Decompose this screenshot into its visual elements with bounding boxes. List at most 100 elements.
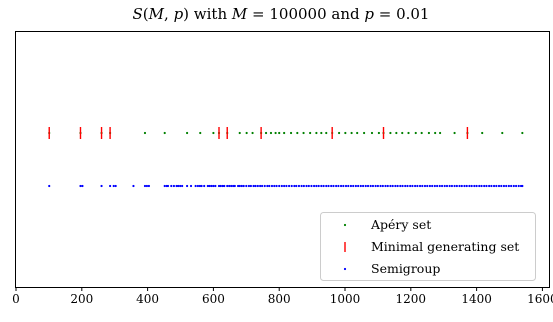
ap-ry-set-point <box>453 131 456 135</box>
ap-ry-set-point <box>199 131 202 135</box>
semigroup-point <box>228 184 231 188</box>
ap-ry-set-point <box>481 131 484 135</box>
x-tick-label-1400: 1400 <box>461 292 492 306</box>
ap-ry-set-point <box>389 131 392 135</box>
ap-ry-set-point <box>501 131 504 135</box>
semigroup-point <box>514 184 518 188</box>
semigroup-point <box>189 184 193 188</box>
ap-ry-set-point <box>377 131 381 135</box>
semigroup-point <box>490 184 493 188</box>
semigroup-point <box>379 184 382 188</box>
semigroup-point <box>411 184 414 188</box>
x-tick-label-0: 0 <box>12 292 20 306</box>
semigroup-point <box>423 184 427 188</box>
x-tick-label-1200: 1200 <box>396 292 427 306</box>
semigroup-point <box>145 184 149 188</box>
semigroup-point <box>366 184 370 188</box>
semigroup-point <box>426 184 429 188</box>
x-tick-label-400: 400 <box>136 292 159 306</box>
semigroup-point <box>177 184 180 188</box>
semigroup-point <box>440 184 444 188</box>
semigroup-point <box>483 184 486 188</box>
semigroup-point <box>278 184 281 188</box>
chart-marks <box>48 127 524 188</box>
ap-ry-set-point <box>278 131 281 135</box>
semigroup-point <box>221 184 224 188</box>
semigroup-point <box>357 184 360 188</box>
semigroup-point <box>317 184 320 188</box>
semigroup-point <box>443 184 446 188</box>
ap-ry-set-point <box>420 131 423 135</box>
semigroup-point <box>312 184 316 188</box>
semigroup-point <box>307 184 310 188</box>
ap-ry-set-point <box>325 131 328 135</box>
ap-ry-set-point <box>438 131 442 135</box>
semigroup-point <box>240 184 243 188</box>
semigroup-point <box>305 184 308 188</box>
semigroup-point <box>179 184 182 188</box>
semigroup-point <box>391 184 394 188</box>
semigroup-point <box>252 184 255 188</box>
ap-ry-set-point <box>143 131 147 135</box>
semigroup-point <box>458 184 461 188</box>
semigroup-point <box>502 184 506 188</box>
semigroup-point <box>347 184 350 188</box>
semigroup-point <box>421 184 424 188</box>
semigroup-point <box>394 184 397 188</box>
semigroup-point <box>259 184 262 188</box>
semigroup-point <box>261 184 264 188</box>
semigroup-point <box>480 184 483 188</box>
semigroup-point <box>455 184 458 188</box>
semigroup-point <box>335 184 338 188</box>
semigroup-point <box>266 184 269 188</box>
semigroup-point <box>386 184 389 188</box>
semigroup-point <box>212 184 215 188</box>
semigroup-point <box>401 184 404 188</box>
semigroup-point <box>376 184 380 188</box>
ap-ry-set-point <box>296 131 299 135</box>
semigroup-point <box>369 184 372 188</box>
semigroup-point <box>249 184 253 188</box>
semigroup-point <box>172 184 176 188</box>
semigroup-point <box>275 184 278 188</box>
semigroup-point <box>339 184 343 188</box>
ap-ry-set-point <box>251 131 254 135</box>
semigroup-point <box>108 184 112 188</box>
semigroup-point <box>418 184 422 188</box>
ap-ry-set-point <box>521 131 524 135</box>
semigroup-point <box>389 184 392 188</box>
semigroup-point <box>295 184 298 188</box>
semigroup-point <box>507 184 510 188</box>
semigroup-point <box>371 184 375 188</box>
semigroup-point <box>147 184 151 188</box>
semigroup-point <box>238 184 241 188</box>
ap-ry-set-point <box>315 131 318 135</box>
x-tick-label-1000: 1000 <box>330 292 361 306</box>
semigroup-point <box>416 184 419 188</box>
semigroup-point <box>166 184 170 188</box>
ap-ry-set-point <box>350 131 353 135</box>
semigroup-point <box>283 184 286 188</box>
semigroup-point <box>436 184 439 188</box>
semigroup-point <box>470 184 473 188</box>
chart-title: S(M, p) with M = 100000 and p = 0.01 <box>133 5 430 23</box>
semigroup-point <box>206 184 209 188</box>
semigroup-point <box>473 184 476 188</box>
ap-ry-set-point <box>401 131 404 135</box>
semigroup-point <box>478 184 481 188</box>
semigroup-point <box>384 184 387 188</box>
semigroup-point <box>413 184 417 188</box>
semigroup-point <box>495 184 498 188</box>
legend-label-minimal-generating-set: Minimal generating set <box>371 239 519 254</box>
semigroup-point <box>100 184 103 188</box>
semigroup-point <box>359 184 362 188</box>
ap-ry-set-point <box>264 131 268 135</box>
legend-label-ap-ry-set: Apéry set <box>370 217 431 232</box>
ap-ry-set-point <box>344 131 347 135</box>
semigroup-point <box>362 184 365 188</box>
legend-label-semigroup: Semigroup <box>371 261 440 276</box>
ap-ry-set-point <box>289 131 293 135</box>
semigroup-point <box>48 184 51 188</box>
semigroup-point <box>81 184 84 188</box>
x-tick-label-600: 600 <box>202 292 225 306</box>
